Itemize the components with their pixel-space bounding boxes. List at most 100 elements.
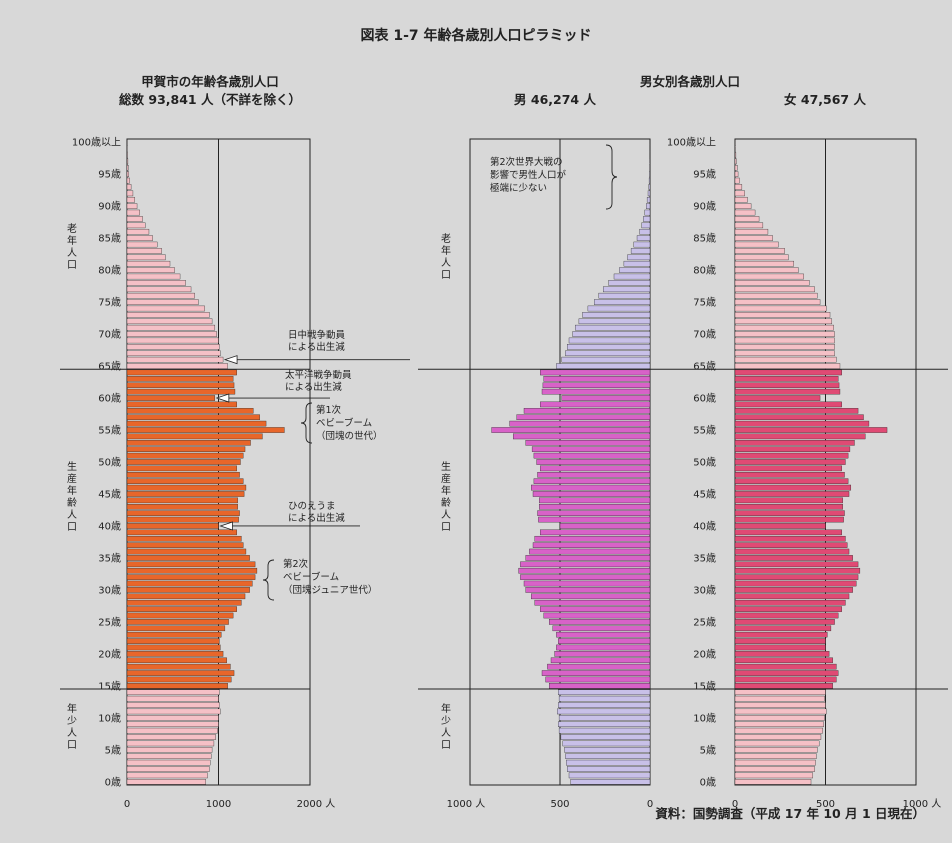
bar-male-age-46 (531, 485, 650, 490)
bar-total-age-47 (127, 479, 243, 484)
bar-male-age-27 (540, 607, 650, 612)
bar-total-age-2 (127, 766, 209, 771)
left-y-tick: 100歳以上 (72, 137, 121, 149)
bar-total-age-20 (127, 651, 223, 656)
bar-male-age-92 (648, 191, 650, 196)
bar-female-age-78 (735, 280, 809, 285)
bar-total-age-22 (127, 638, 219, 643)
right-y-tick: 40歳 (693, 520, 716, 532)
annotation-ww2: 第2次世界大戦の (490, 156, 563, 168)
bar-male-age-20 (555, 651, 650, 656)
bar-female-age-59 (735, 402, 842, 407)
bar-male-age-4 (565, 754, 650, 759)
bar-total-age-30 (127, 587, 250, 592)
bar-total-age-78 (127, 280, 186, 285)
bar-female-age-93 (735, 184, 742, 189)
bar-total-age-84 (127, 242, 157, 247)
bar-female-age-50 (735, 459, 845, 464)
bar-male-age-60 (562, 395, 650, 400)
bar-male-age-34 (520, 562, 650, 567)
bar-female-age-81 (735, 261, 794, 266)
bar-male-age-63 (544, 376, 650, 381)
bar-total-age-18 (127, 664, 230, 669)
bar-male-age-65 (556, 363, 650, 368)
bar-female-age-25 (735, 619, 835, 624)
left-y-tick: 45歳 (98, 488, 121, 500)
bar-male-age-22 (558, 638, 650, 643)
left-group-label-working: 産 (67, 472, 77, 485)
bar-female-age-72 (735, 319, 832, 324)
bar-male-age-23 (556, 632, 650, 637)
bar-total-age-81 (127, 261, 170, 266)
bar-total-age-87 (127, 223, 145, 228)
bar-total-age-90 (127, 204, 137, 209)
bar-total-age-12 (127, 702, 219, 707)
bar-male-age-50 (537, 459, 650, 464)
bar-total-age-32 (127, 575, 255, 580)
bar-total-age-1 (127, 773, 208, 778)
annotation-hinoeuma: ひのえうま (288, 501, 336, 512)
bar-total-age-50 (127, 459, 240, 464)
figure-title: 図表 1-7 年齢各歳別人口ピラミッド (360, 27, 591, 44)
bar-total-age-37 (127, 543, 243, 548)
bar-female-age-12 (735, 702, 826, 707)
female-legend: 女 47,567 人 (784, 92, 866, 107)
bar-female-age-89 (735, 210, 755, 215)
right-y-tick: 10歳 (693, 712, 716, 724)
bar-total-age-89 (127, 210, 140, 215)
left-x-tick: 2000 人 (297, 798, 336, 810)
bar-female-age-61 (735, 389, 840, 394)
left-y-tick: 50歳 (98, 457, 121, 469)
bar-total-age-5 (127, 747, 212, 752)
bar-male-age-19 (551, 658, 650, 663)
bar-female-age-62 (735, 383, 839, 388)
bar-female-age-82 (735, 255, 788, 260)
bar-total-age-10 (127, 715, 219, 720)
bar-total-age-11 (127, 709, 220, 714)
bar-female-age-54 (735, 434, 865, 439)
bar-female-age-14 (735, 690, 826, 695)
bar-total-age-55 (127, 427, 284, 432)
bar-total-age-52 (127, 447, 245, 452)
annotation-pacific-war: による出生減 (285, 381, 342, 393)
right-y-tick: 95歳 (693, 169, 716, 181)
bar-female-age-46 (735, 485, 851, 490)
bar-female-age-22 (735, 638, 826, 643)
right-y-tick: 35歳 (693, 552, 716, 564)
right-y-tick: 20歳 (693, 648, 716, 660)
bar-male-age-16 (546, 677, 650, 682)
bar-total-age-93 (127, 184, 131, 189)
bar-female-age-56 (735, 421, 869, 426)
bar-female-age-37 (735, 543, 847, 548)
bar-total-age-66 (127, 357, 223, 362)
bar-female-age-34 (735, 562, 858, 567)
right-group-label-young: 少 (441, 715, 451, 727)
left-group-label-young: 少 (67, 715, 77, 727)
male-x-tick: 1000 人 (447, 798, 486, 810)
bar-female-age-27 (735, 607, 842, 612)
bar-female-age-55 (735, 427, 887, 432)
bar-male-age-72 (579, 319, 650, 324)
bar-male-age-70 (573, 331, 650, 336)
bar-total-age-42 (127, 511, 240, 516)
bar-male-age-29 (531, 594, 650, 599)
male-legend: 男 46,274 人 (514, 92, 596, 107)
bar-male-age-85 (637, 236, 650, 241)
source-note: 資料：国勢調査（平成 17 年 10 月 1 日現在） (655, 806, 925, 821)
left-x-tick: 1000 (206, 799, 231, 810)
bar-female-age-51 (735, 453, 848, 458)
right-group-label-elderly: 年 (441, 244, 451, 257)
bar-total-age-72 (127, 319, 212, 324)
left-y-tick: 85歳 (98, 233, 121, 245)
bar-female-age-94 (735, 178, 740, 183)
bar-female-age-64 (735, 370, 842, 375)
bar-male-age-5 (565, 747, 651, 752)
bar-male-age-80 (619, 268, 650, 273)
annotation-sino-war: 日中戦争動員 (288, 329, 346, 341)
bar-female-age-88 (735, 216, 759, 221)
bar-male-age-32 (520, 575, 650, 580)
bar-female-age-7 (735, 734, 821, 739)
bar-female-age-4 (735, 754, 816, 759)
bar-male-age-45 (533, 491, 650, 496)
